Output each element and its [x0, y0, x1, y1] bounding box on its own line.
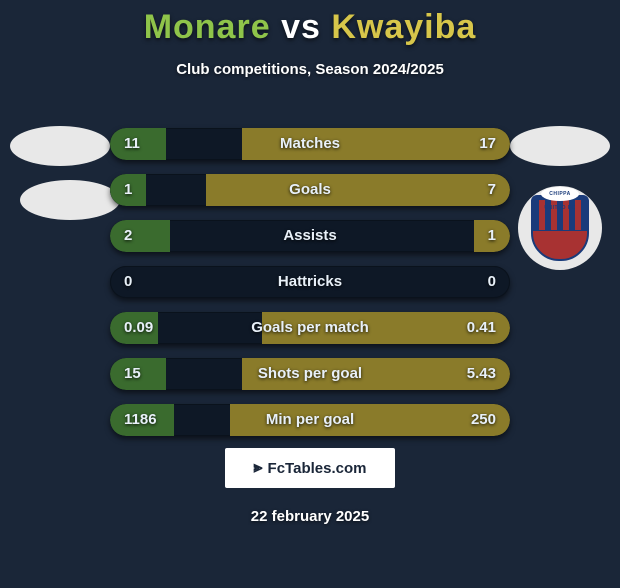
player2-badge-placeholder	[510, 126, 610, 166]
comparison-bar-chart: 1117Matches 17Goals 21Assists 0 0Hattricks 0.…	[110, 128, 510, 450]
player1-badge-placeholder-1	[10, 126, 110, 166]
date-line: 22 february 2025	[0, 508, 620, 525]
title-player2: Kwayiba	[331, 8, 476, 46]
bar-fill-left	[110, 404, 174, 436]
comparison-row: 21Assists	[110, 220, 510, 252]
brand-badge[interactable]: ⫸ FcTables.com	[225, 448, 395, 488]
bar-fill-right	[474, 220, 510, 252]
bar-fill-left	[110, 128, 166, 160]
bar-fill-right	[230, 404, 510, 436]
bar-label: Hattricks	[110, 266, 510, 298]
crest-icon: CHIPPA UNITED FC	[531, 195, 589, 261]
page-title: Monare vs Kwayiba	[0, 8, 620, 47]
bar-label: Assists	[110, 220, 510, 252]
bar-fill-right	[206, 174, 510, 206]
comparison-row: 155.43Shots per goal	[110, 358, 510, 390]
brand-icon: ⫸	[254, 459, 262, 477]
subtitle: Club competitions, Season 2024/2025	[0, 61, 620, 78]
brand-text: FcTables.com	[268, 460, 367, 477]
comparison-row: 17Goals	[110, 174, 510, 206]
club-crest: CHIPPA UNITED FC	[518, 186, 602, 270]
bar-fill-right	[262, 312, 510, 344]
bar-value-right: 0	[488, 266, 496, 298]
bar-fill-right	[242, 358, 510, 390]
bar-fill-left	[110, 220, 170, 252]
comparison-row: 0 0Hattricks	[110, 266, 510, 298]
crest-band-label: CHIPPA UNITED FC	[541, 187, 579, 201]
bar-fill-left	[110, 358, 166, 390]
bar-value-left: 0	[124, 266, 132, 298]
bar-fill-left	[110, 174, 146, 206]
bar-fill-left	[110, 312, 158, 344]
title-player1: Monare	[144, 8, 271, 46]
comparison-row: 1117Matches	[110, 128, 510, 160]
bar-fill-right	[242, 128, 510, 160]
comparison-row: 0.090.41Goals per match	[110, 312, 510, 344]
player1-badge-placeholder-2	[20, 180, 120, 220]
comparison-row: 1186250Min per goal	[110, 404, 510, 436]
title-vs: vs	[281, 8, 321, 46]
